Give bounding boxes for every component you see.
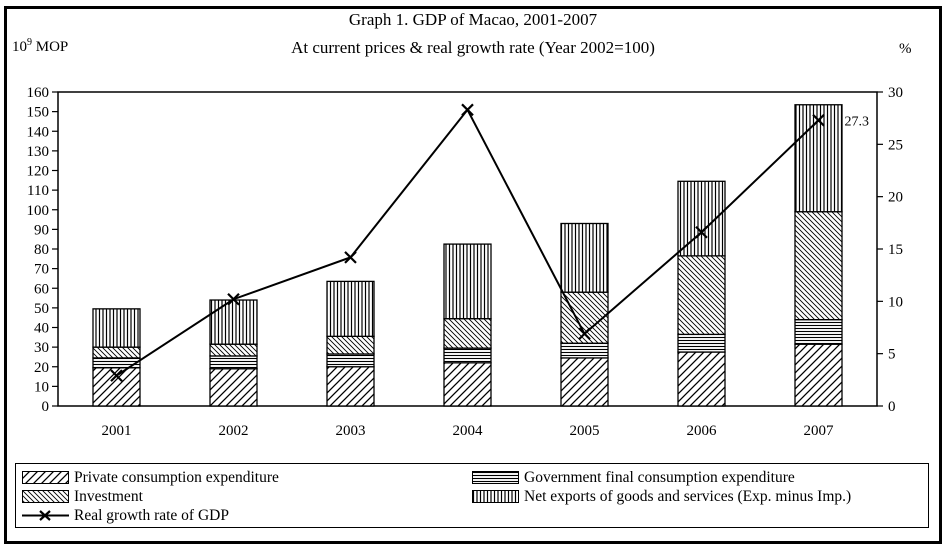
svg-text:80: 80 (34, 242, 49, 258)
svg-text:110: 110 (27, 183, 49, 199)
svg-text:30: 30 (888, 85, 903, 101)
diagonal-forward-hatch-icon (22, 471, 69, 484)
legend-box: Private consumption expenditure Investme… (15, 463, 929, 528)
left-axis-unit-label: 109 MOP (12, 37, 68, 56)
svg-text:70: 70 (34, 262, 49, 278)
svg-text:120: 120 (27, 164, 50, 180)
svg-text:2006: 2006 (687, 423, 718, 439)
svg-text:2001: 2001 (102, 423, 132, 439)
svg-text:5: 5 (888, 347, 896, 363)
legend-right-column: Government final consumption expenditure… (472, 468, 851, 506)
legend-label: Government final consumption expenditure (524, 468, 795, 486)
svg-text:2003: 2003 (336, 423, 366, 439)
unit-base: 10 (12, 39, 27, 55)
svg-text:20: 20 (888, 190, 903, 206)
svg-text:130: 130 (27, 144, 50, 160)
svg-text:60: 60 (34, 281, 49, 297)
svg-text:90: 90 (34, 222, 49, 238)
legend-item-private-consumption: Private consumption expenditure (22, 468, 279, 487)
svg-text:25: 25 (888, 137, 903, 153)
svg-text:140: 140 (27, 124, 50, 140)
legend-item-government-consumption: Government final consumption expenditure (472, 468, 851, 487)
svg-text:50: 50 (34, 301, 49, 317)
legend-label: Private consumption expenditure (74, 468, 279, 486)
svg-text:15: 15 (888, 242, 903, 258)
svg-text:40: 40 (34, 321, 49, 337)
svg-text:10: 10 (34, 379, 49, 395)
chart-subtitle: At current prices & real growth rate (Ye… (291, 38, 655, 57)
legend-left-column: Private consumption expenditure Investme… (22, 468, 279, 525)
legend-item-investment: Investment (22, 487, 279, 506)
svg-text:20: 20 (34, 360, 49, 376)
svg-text:2007: 2007 (804, 423, 835, 439)
line-x-marker-icon (22, 510, 69, 521)
svg-text:2002: 2002 (219, 423, 249, 439)
unit-exponent: 9 (27, 37, 32, 48)
svg-text:100: 100 (27, 203, 50, 219)
svg-text:2005: 2005 (570, 423, 600, 439)
chart-title: Graph 1. GDP of Macao, 2001-2007 (348, 10, 598, 29)
svg-text:27.3: 27.3 (845, 114, 870, 129)
legend-item-real-growth-rate: Real growth rate of GDP (22, 506, 279, 525)
unit-currency: MOP (35, 39, 69, 55)
horizontal-lines-icon (472, 471, 519, 484)
svg-text:0: 0 (42, 399, 50, 415)
svg-text:2004: 2004 (453, 423, 484, 439)
legend-label: Investment (74, 487, 143, 505)
svg-text:160: 160 (27, 85, 50, 101)
right-axis-unit-label: % (899, 41, 912, 57)
legend-label: Real growth rate of GDP (74, 506, 229, 524)
legend-item-net-exports: Net exports of goods and services (Exp. … (472, 487, 851, 506)
svg-text:150: 150 (27, 105, 50, 121)
vertical-lines-icon (472, 490, 519, 503)
svg-text:10: 10 (888, 294, 903, 310)
svg-text:30: 30 (34, 340, 49, 356)
legend-label: Net exports of goods and services (Exp. … (524, 487, 852, 505)
diagonal-back-hatch-icon (22, 490, 69, 503)
svg-text:0: 0 (888, 399, 896, 415)
